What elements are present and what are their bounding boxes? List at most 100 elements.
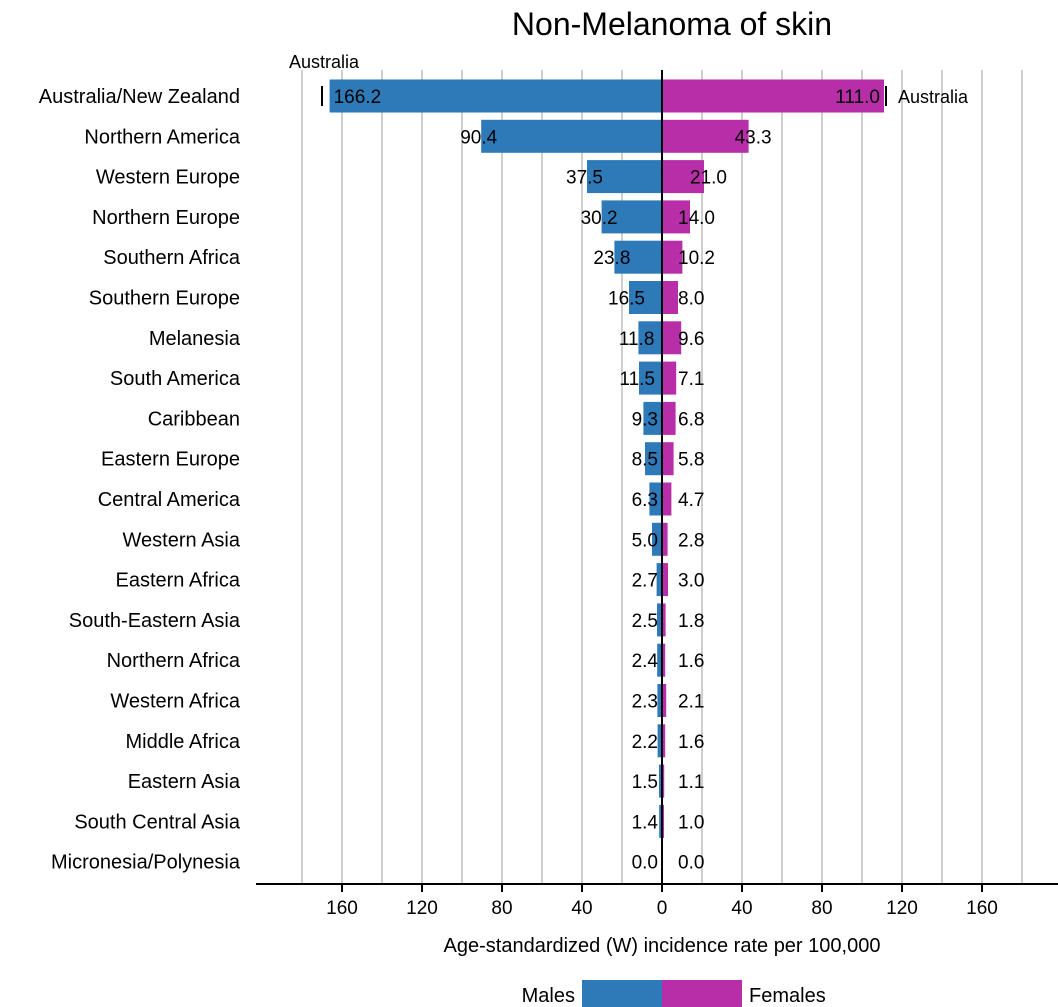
value-label-males: 5.0 [632,530,658,551]
bar-females [662,321,682,355]
x-tick-label: 120 [886,898,918,919]
category-label: Eastern Africa [115,570,240,592]
bar-males [329,79,662,113]
x-tick-label: 120 [406,898,438,919]
bar-males [657,724,662,758]
bar-males [657,643,662,677]
category-label: Caribbean [148,408,240,430]
category-label: Northern America [84,126,240,148]
x-axis-title: Age-standardized (W) incidence rate per … [444,935,881,957]
category-label: Northern Europe [92,207,240,229]
value-label-males: 9.3 [632,409,658,430]
bar-males [652,522,662,556]
x-tick-label: 160 [326,898,358,919]
bar-males [587,160,662,194]
value-label-males: 2.3 [632,692,658,713]
category-label: Melanesia [149,328,241,350]
value-label-females: 14.0 [678,208,715,229]
category-label: Australia/New Zealand [39,86,240,108]
value-label-females: 4.7 [678,490,704,511]
value-label-males: 2.7 [632,571,658,592]
x-axis: 160 120 80 40 0 40 80 120 160 [256,70,1058,919]
bar-males [629,281,662,314]
value-label-males: 8.5 [632,450,658,471]
x-tick-label: 40 [571,898,592,919]
bar-males [601,200,662,234]
value-label-females: 1.1 [678,772,704,793]
category-label: Micronesia/Polynesia [51,852,241,874]
legend-label-males: Males [522,985,575,1007]
bar-males [645,442,662,476]
value-label-females: 9.6 [678,329,704,350]
value-label-males: 90.4 [460,127,497,148]
bar-females [662,361,677,395]
bar-females [662,684,667,717]
category-label: South Central Asia [74,811,241,833]
category-label: South-Eastern Asia [69,610,241,632]
value-label-females: 8.0 [678,289,704,310]
bar-females [662,240,683,274]
value-label-females: 6.8 [678,409,704,430]
bar-females [662,563,668,597]
x-tick-label: 80 [491,898,512,919]
bar-males [643,401,662,435]
category-label: South America [110,368,241,390]
category-label: Western Asia [123,529,241,551]
value-label-males: 1.4 [632,812,659,833]
value-label-females: 5.8 [678,450,704,471]
bar-males [656,563,662,597]
value-label-males: 37.5 [566,168,603,189]
legend-swatch-females [662,980,742,1007]
value-label-females: 2.1 [678,692,704,713]
category-label: Western Africa [110,691,241,713]
category-label: Northern Africa [107,650,241,672]
value-label-males: 11.5 [619,369,655,390]
category-label: Central America [98,489,241,511]
x-tick-label: 40 [731,898,752,919]
bar-females [662,764,665,798]
legend-swatch-males [582,980,662,1007]
bar-females [662,482,672,516]
bar-females [662,643,666,677]
value-label-males: 2.2 [632,732,658,753]
value-label-males: 6.3 [632,490,658,511]
value-label-males: 23.8 [593,248,630,269]
value-label-females: 1.0 [678,812,704,833]
x-tick-label: 80 [811,898,832,919]
australia-annotation-males: Australia [289,52,360,72]
value-label-females: 1.6 [678,732,704,753]
category-label: Southern Africa [103,247,241,269]
bar-females [662,603,666,637]
value-label-females: 111.0 [835,87,880,108]
value-label-females: 2.8 [678,530,704,551]
bar-females [662,160,704,194]
labels: Australia/New Zealand 166.2 111.0 Northern … [39,52,969,874]
value-label-males: 2.4 [632,651,659,672]
legend: Males Females [522,980,826,1007]
legend-label-females: Females [749,985,826,1007]
bar-males [639,361,662,395]
category-label: Southern Europe [89,288,240,310]
bar-females [662,442,674,476]
value-label-males: 2.5 [632,611,658,632]
value-label-females: 3.0 [678,571,704,592]
x-tick-label: 0 [657,898,668,919]
bar-males [657,603,662,637]
bar-females [662,401,676,435]
bar-males [659,804,662,838]
value-label-males: 1.5 [632,772,658,793]
value-label-males: 11.8 [619,329,655,350]
australia-annotation-females: Australia [898,87,969,107]
bar-females [662,119,749,153]
bars [329,79,884,838]
bar-females [662,724,666,758]
bar-males [638,321,662,355]
value-label-females: 10.2 [678,248,715,269]
chart-title: Non-Melanoma of skin [512,6,832,42]
value-label-females: 1.8 [678,611,704,632]
bar-females [662,79,884,113]
bar-males [481,119,662,153]
bar-males [649,482,662,516]
value-label-males: 30.2 [581,208,618,229]
